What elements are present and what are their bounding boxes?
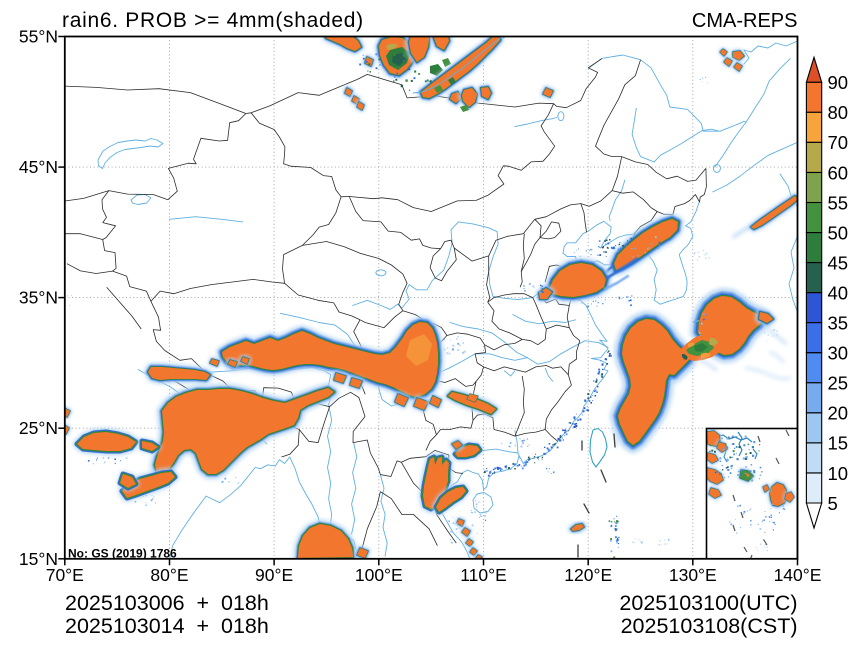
svg-text:45: 45 [828,252,849,273]
svg-text:120°E: 120°E [564,565,612,585]
svg-text:90: 90 [828,72,849,93]
svg-text:2025103006 + 018h: 2025103006 + 018h [65,591,269,615]
svg-text:80°E: 80°E [150,565,188,585]
svg-text:55: 55 [828,192,849,213]
svg-text:rain6. PROB >= 4mm(shaded): rain6. PROB >= 4mm(shaded) [62,9,364,32]
svg-text:60: 60 [828,162,849,183]
svg-text:50: 50 [828,222,849,243]
svg-text:130°E: 130°E [669,565,717,585]
svg-text:35°N: 35°N [19,288,58,308]
svg-text:No: GS (2019) 1786: No: GS (2019) 1786 [68,547,177,561]
svg-text:140°E: 140°E [774,565,822,585]
svg-text:10: 10 [828,463,849,484]
svg-text:20: 20 [828,403,849,424]
svg-text:110°E: 110°E [460,565,507,585]
svg-text:100°E: 100°E [355,565,403,585]
svg-text:90°E: 90°E [255,565,293,585]
svg-text:25°N: 25°N [19,418,58,438]
svg-text:CMA-REPS: CMA-REPS [692,10,798,32]
svg-text:2025103100(UTC): 2025103100(UTC) [619,591,797,615]
svg-text:55°N: 55°N [19,27,58,47]
svg-text:2025103108(CST): 2025103108(CST) [621,614,798,638]
svg-text:45°N: 45°N [19,157,58,177]
svg-text:35: 35 [828,313,849,334]
svg-text:2025103014 + 018h: 2025103014 + 018h [65,614,269,638]
svg-text:70°E: 70°E [46,565,84,585]
svg-text:15: 15 [828,433,849,454]
svg-text:40: 40 [828,283,849,304]
svg-text:30: 30 [828,343,849,364]
svg-text:5: 5 [828,493,838,514]
svg-text:15°N: 15°N [19,549,58,569]
svg-text:25: 25 [828,373,849,394]
svg-text:70: 70 [828,132,849,153]
svg-text:80: 80 [828,102,849,123]
